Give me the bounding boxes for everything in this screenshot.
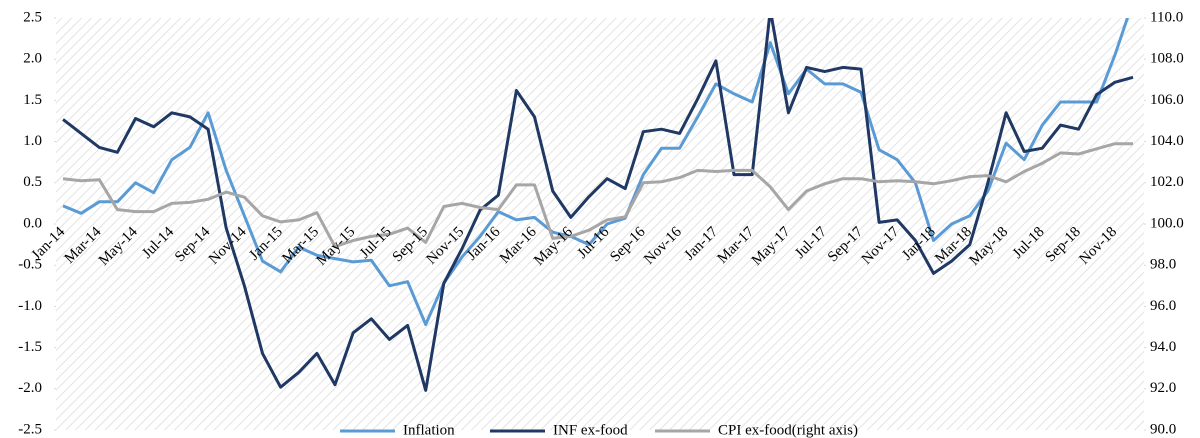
- y-tick-label: -1.5: [18, 339, 42, 355]
- y-tick-label: -1.0: [18, 298, 42, 314]
- y2-tick-label: 106.0: [1150, 92, 1184, 108]
- y2-tick-label: 104.0: [1150, 133, 1184, 149]
- legend-label: Inflation: [403, 422, 455, 438]
- y-tick-label: 1.0: [23, 133, 42, 149]
- y-tick-label: -2.0: [18, 380, 42, 396]
- series-line: [62, 142, 1133, 249]
- y-tick-label: 0.0: [23, 215, 42, 231]
- y-tick-label: -0.5: [18, 257, 42, 273]
- y2-tick-label: 96.0: [1150, 298, 1176, 314]
- y-tick-label: 1.5: [23, 92, 42, 108]
- y2-tick-label: 110.0: [1150, 9, 1183, 25]
- series-line: [62, 18, 1134, 392]
- legend-label: INF ex-food: [553, 422, 628, 438]
- y-tick-label: 0.5: [23, 174, 42, 190]
- y2-tick-label: 100.0: [1150, 215, 1184, 231]
- y-tick-label: 2.5: [23, 9, 42, 25]
- y2-tick-label: 90.0: [1150, 421, 1176, 437]
- series-line: [62, 18, 1130, 326]
- y-tick-label: 2.0: [23, 51, 42, 67]
- y2-tick-label: 92.0: [1150, 380, 1176, 396]
- y2-tick-label: 94.0: [1150, 339, 1176, 355]
- y2-tick-label: 102.0: [1150, 174, 1184, 190]
- y-tick-label: -2.5: [18, 421, 42, 437]
- y2-tick-label: 98.0: [1150, 257, 1176, 273]
- y2-tick-label: 108.0: [1150, 51, 1184, 67]
- legend-label: CPI ex-food(right axis): [718, 422, 858, 438]
- plot-lines: [62, 18, 1134, 392]
